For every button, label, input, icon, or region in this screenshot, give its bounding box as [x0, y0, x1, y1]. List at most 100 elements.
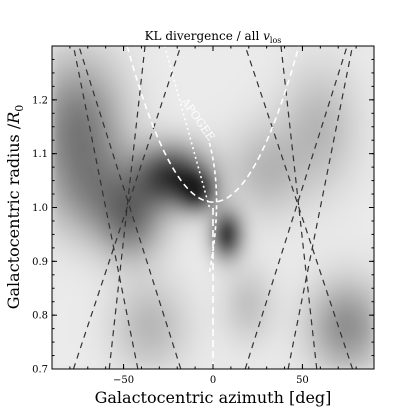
heatmap-cell: [331, 305, 340, 314]
heatmap-cell: [86, 221, 95, 230]
heatmap-cell: [345, 87, 354, 96]
heatmap-cell: [205, 284, 214, 293]
heatmap-cell: [275, 73, 284, 82]
heatmap-cell: [191, 207, 200, 216]
heatmap-cell: [219, 129, 228, 138]
heatmap-cell: [170, 157, 179, 166]
heatmap-cell: [359, 347, 368, 356]
heatmap-cell: [310, 263, 319, 272]
heatmap-cell: [107, 73, 116, 82]
heatmap-cell: [289, 66, 298, 75]
heatmap-cell: [240, 157, 249, 166]
heatmap-cell: [65, 59, 74, 68]
heatmap-cell: [135, 312, 144, 321]
heatmap-cell: [93, 122, 102, 131]
heatmap-cell: [324, 171, 333, 180]
heatmap-cell: [184, 333, 193, 342]
heatmap-cell: [324, 270, 333, 279]
heatmap-cell: [149, 59, 158, 68]
heatmap-cell: [170, 221, 179, 230]
heatmap-cell: [198, 361, 207, 369]
y-tick-label: 0.7: [32, 365, 48, 376]
heatmap-cell: [191, 73, 200, 82]
heatmap-cell: [163, 270, 172, 279]
heatmap-cell: [121, 361, 130, 369]
heatmap-cell: [352, 129, 361, 138]
heatmap-cell: [65, 312, 74, 321]
heatmap-cell: [72, 52, 81, 61]
heatmap-cell: [345, 284, 354, 293]
heatmap-cell: [317, 73, 326, 82]
heatmap-cell: [219, 312, 228, 321]
heatmap-cell: [184, 87, 193, 96]
heatmap-cell: [198, 59, 207, 68]
heatmap-cell: [79, 270, 88, 279]
heatmap-cell: [107, 59, 116, 68]
heatmap-cell: [163, 228, 172, 237]
heatmap-cell: [254, 270, 263, 279]
heatmap-cell: [303, 214, 312, 223]
heatmap-cell: [65, 178, 74, 187]
heatmap-cell: [135, 171, 144, 180]
heatmap-cell: [296, 340, 305, 349]
heatmap-cell: [72, 178, 81, 187]
heatmap-cell: [219, 235, 228, 244]
heatmap-cell: [275, 108, 284, 117]
heatmap-cell: [156, 66, 165, 75]
heatmap-cell: [219, 242, 228, 251]
heatmap-cell: [247, 80, 256, 89]
heatmap-cell: [212, 80, 221, 89]
heatmap-cell: [261, 150, 270, 159]
heatmap-cell: [219, 291, 228, 300]
heatmap-cell: [79, 347, 88, 356]
heatmap-cell: [107, 66, 116, 75]
heatmap-cell: [121, 249, 130, 258]
heatmap-cell: [261, 157, 270, 166]
heatmap-cell: [72, 284, 81, 293]
heatmap-cell: [275, 129, 284, 138]
heatmap-cell: [52, 178, 60, 187]
heatmap-cell: [142, 340, 151, 349]
heatmap-cell: [100, 354, 109, 363]
heatmap-cell: [240, 242, 249, 251]
heatmap-cell: [366, 129, 374, 138]
heatmap-cell: [275, 87, 284, 96]
heatmap-cell: [191, 136, 200, 145]
heatmap-cell: [65, 115, 74, 124]
heatmap-cell: [282, 340, 291, 349]
heatmap-cell: [135, 108, 144, 117]
heatmap-cell: [317, 108, 326, 117]
heatmap-cell: [135, 277, 144, 286]
heatmap-cell: [219, 207, 228, 216]
heatmap-cell: [121, 164, 130, 173]
heatmap-cell: [359, 101, 368, 110]
heatmap-cell: [205, 354, 214, 363]
heatmap-cell: [317, 192, 326, 201]
heatmap-cell: [359, 66, 368, 75]
heatmap-cell: [156, 46, 165, 54]
heatmap-cell: [268, 347, 277, 356]
heatmap-cell: [156, 199, 165, 208]
heatmap-cell: [149, 354, 158, 363]
heatmap-cell: [191, 164, 200, 173]
heatmap-cell: [359, 270, 368, 279]
heatmap-cell: [310, 347, 319, 356]
heatmap-cell: [128, 101, 137, 110]
heatmap-cell: [310, 157, 319, 166]
heatmap-cell: [345, 312, 354, 321]
heatmap-cell: [268, 284, 277, 293]
heatmap-cell: [352, 235, 361, 244]
heatmap-cell: [345, 143, 354, 152]
heatmap-cell: [310, 284, 319, 293]
heatmap-cell: [338, 319, 347, 328]
heatmap-cell: [100, 284, 109, 293]
heatmap-cell: [331, 263, 340, 272]
heatmap-cell: [79, 46, 88, 54]
heatmap-cell: [163, 108, 172, 117]
heatmap-cell: [352, 59, 361, 68]
heatmap-cell: [121, 129, 130, 138]
heatmap-cell: [198, 319, 207, 328]
heatmap-cell: [366, 164, 374, 173]
heatmap-cell: [331, 228, 340, 237]
heatmap-cell: [338, 59, 347, 68]
